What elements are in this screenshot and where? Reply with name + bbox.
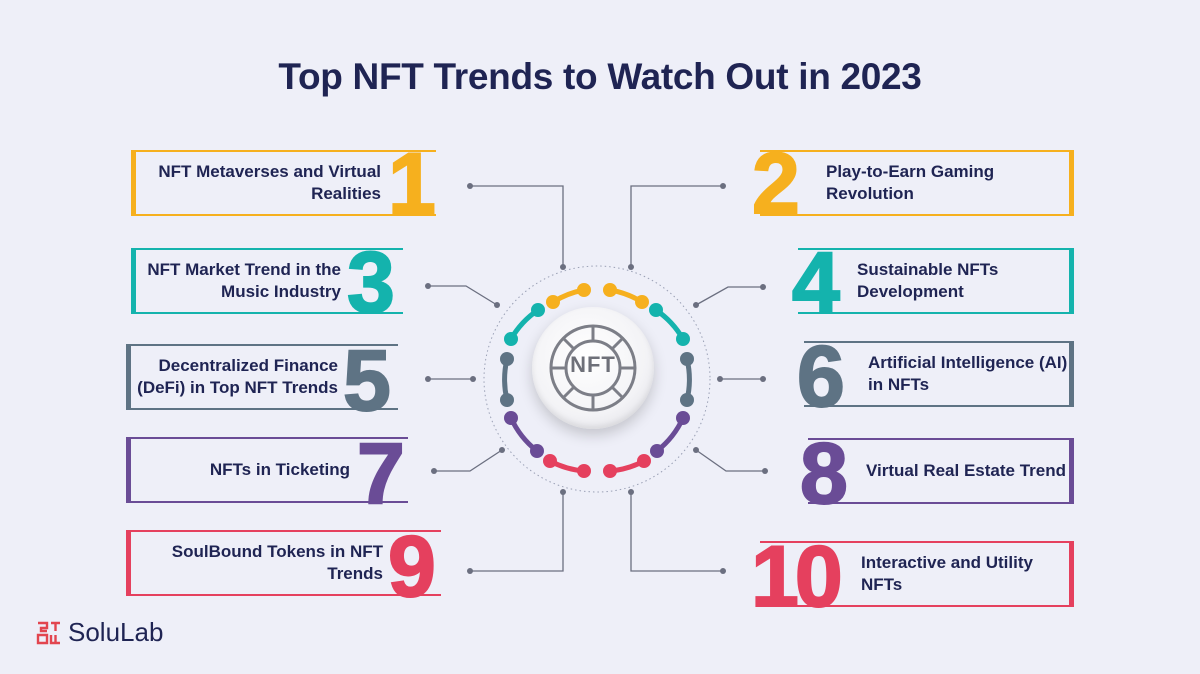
trend-card-9: SoulBound Tokens in NFT Trends (126, 530, 441, 596)
nft-hub (532, 307, 654, 429)
trend-card-8: Virtual Real Estate Trend (808, 438, 1074, 504)
trend-number-5: 5 (342, 333, 392, 429)
trend-number-4: 4 (791, 235, 841, 331)
connector-lines (428, 185, 765, 572)
connector-8 (695, 449, 765, 472)
connector-7 (434, 449, 503, 472)
trend-card-6: Artificial Intelligence (AI) in NFTs (804, 341, 1074, 407)
trend-number-1: 1 (387, 136, 437, 232)
trend-card-7: NFTs in Ticketing (126, 437, 408, 503)
trend-label-5: Decentralized Finance (DeFi) in Top NFT … (137, 356, 338, 397)
trend-label-4: Sustainable NFTs Development (857, 260, 999, 301)
connector-2 (630, 185, 723, 267)
connector-10 (630, 492, 723, 572)
trend-number-10: 10 (750, 529, 844, 625)
trend-number-9: 9 (387, 519, 437, 615)
connector-9 (470, 492, 564, 572)
trend-card-5: Decentralized Finance (DeFi) in Top NFT … (126, 344, 398, 410)
trend-label-6: Artificial Intelligence (AI) in NFTs (868, 353, 1068, 394)
trend-label-8: Virtual Real Estate Trend (866, 461, 1066, 480)
trend-label-10: Interactive and Utility NFTs (861, 553, 1033, 594)
trend-card-10: Interactive and Utility NFTs (760, 541, 1074, 607)
trend-label-2: Play-to-Earn Gaming Revolution (826, 162, 995, 203)
solulab-logo-icon (36, 621, 60, 644)
brand-name: SoluLab (68, 617, 164, 647)
trend-label-7: NFTs in Ticketing (209, 460, 350, 479)
trend-label-3: NFT Market Trend in the Music Industry (147, 260, 341, 301)
hub-label: NFT (570, 352, 616, 377)
trend-number-2: 2 (751, 136, 801, 232)
trend-card-3: NFT Market Trend in the Music Industry (131, 248, 403, 314)
trend-number-3: 3 (346, 235, 396, 331)
brand-logo: SoluLab (36, 617, 163, 648)
trend-number-7: 7 (356, 426, 406, 522)
trend-card-2: Play-to-Earn Gaming Revolution (760, 150, 1074, 216)
trend-label-1: NFT Metaverses and Virtual Realities (158, 162, 381, 203)
trend-card-4: Sustainable NFTs Development (798, 248, 1074, 314)
page-title: Top NFT Trends to Watch Out in 2023 (278, 56, 922, 97)
trend-number-8: 8 (799, 426, 849, 522)
nft-coin-icon (549, 324, 637, 412)
connector-4 (695, 286, 763, 306)
connector-3 (428, 285, 498, 306)
connector-dots (425, 183, 768, 574)
trend-card-1: NFT Metaverses and Virtual Realities (131, 150, 436, 216)
trend-label-9: SoulBound Tokens in NFT Trends (171, 542, 383, 583)
outer-dotted-ring (483, 265, 711, 493)
ring-nodes (500, 283, 694, 478)
connector-1 (470, 185, 564, 267)
trend-number-6: 6 (796, 329, 846, 425)
